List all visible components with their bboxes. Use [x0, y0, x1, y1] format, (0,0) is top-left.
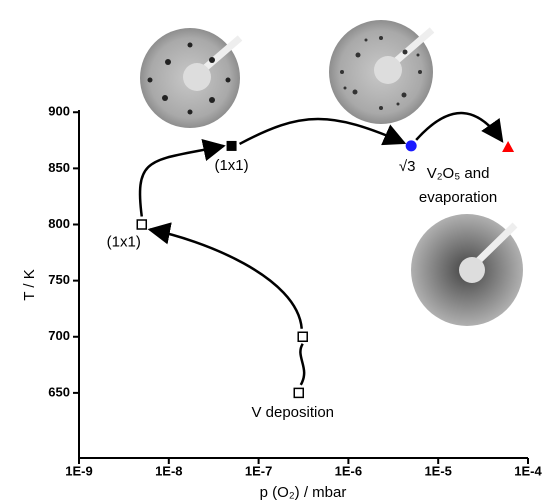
- x-tick-label: 1E-4: [514, 463, 542, 478]
- x-tick-label: 1E-8: [155, 463, 182, 478]
- point: [226, 140, 237, 151]
- y-tick-label: 800: [48, 216, 70, 231]
- x-tick-label: 1E-9: [65, 463, 92, 478]
- point-label: evaporation: [419, 189, 497, 206]
- leed-image: [140, 28, 243, 128]
- leed-image: [329, 20, 435, 124]
- arrow: [238, 117, 407, 146]
- point-label: V₂O₅ and: [427, 165, 490, 182]
- arrow: [299, 343, 306, 386]
- x-tick-label: 1E-5: [424, 463, 451, 478]
- leed-image: [411, 214, 523, 326]
- point-label: √3: [399, 158, 416, 175]
- point: [293, 387, 305, 399]
- point: [136, 219, 148, 230]
- point-label: (1x1): [107, 233, 141, 250]
- arrow: [147, 222, 303, 329]
- point-label: (1x1): [214, 157, 248, 174]
- point-label: V deposition: [251, 404, 334, 421]
- point: [405, 140, 417, 152]
- x-tick-label: 1E-6: [335, 463, 362, 478]
- y-axis-label: T / K: [21, 269, 38, 300]
- y-tick-label: 650: [48, 384, 70, 399]
- x-axis-label: p (O₂) / mbar: [260, 484, 347, 501]
- y-tick-label: 700: [48, 328, 70, 343]
- arrow: [415, 111, 504, 143]
- point: [502, 141, 515, 153]
- y-tick-label: 750: [48, 272, 70, 287]
- y-tick-label: 850: [48, 160, 70, 175]
- arrow: [138, 139, 226, 217]
- point: [297, 331, 308, 343]
- y-tick-label: 900: [48, 104, 70, 119]
- x-tick-label: 1E-7: [245, 463, 272, 478]
